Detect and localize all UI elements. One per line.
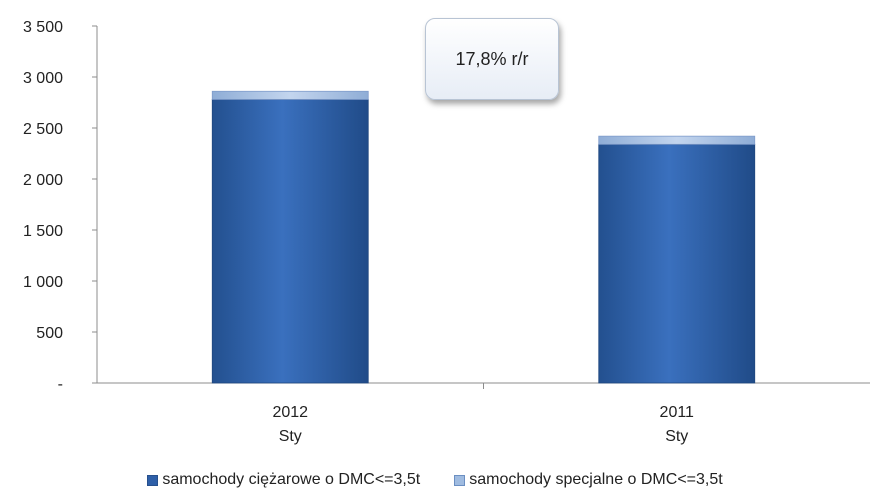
y-tick-label: - [58,376,63,393]
bar-ciezarowe [211,99,369,384]
y-tick-label: 1 500 [23,223,63,240]
bar-specjalne [598,135,756,145]
x-category-month: Sty [665,428,688,445]
legend-label-specjalne: samochody specjalne o DMC<=3,5t [469,471,723,488]
y-tick-label: 500 [36,325,63,342]
legend-swatch-specjalne [454,474,466,486]
y-tick-label: 3 000 [23,70,63,87]
y-tick-label: 3 500 [23,19,63,36]
y-tick-labels: - 500 1 000 1 500 2 000 2 500 3 000 3 500 [23,19,63,393]
x-category-year: 2011 [660,404,695,421]
bars [211,90,756,384]
change-annotation-text: 17,8% r/r [455,48,529,69]
bar-specjalne [211,90,369,100]
x-category-labels: 2012 Sty 2011 Sty [272,404,694,445]
legend-swatch-ciezarowe [147,474,159,486]
y-tick-label: 2 500 [23,121,63,138]
bar-ciezarowe [598,143,756,384]
y-tick-label: 2 000 [23,172,63,189]
legend-item-ciezarowe: samochody ciężarowe o DMC<=3,5t [147,470,420,490]
legend-label-ciezarowe: samochody ciężarowe o DMC<=3,5t [162,471,421,488]
x-category-month: Sty [279,428,302,445]
y-tick-label: 1 000 [23,274,63,291]
x-category-year: 2012 [272,404,308,421]
legend: samochody ciężarowe o DMC<=3,5t samochod… [0,470,870,490]
change-annotation-box: 17,8% r/r [425,18,559,100]
legend-item-specjalne: samochody specjalne o DMC<=3,5t [454,470,723,490]
